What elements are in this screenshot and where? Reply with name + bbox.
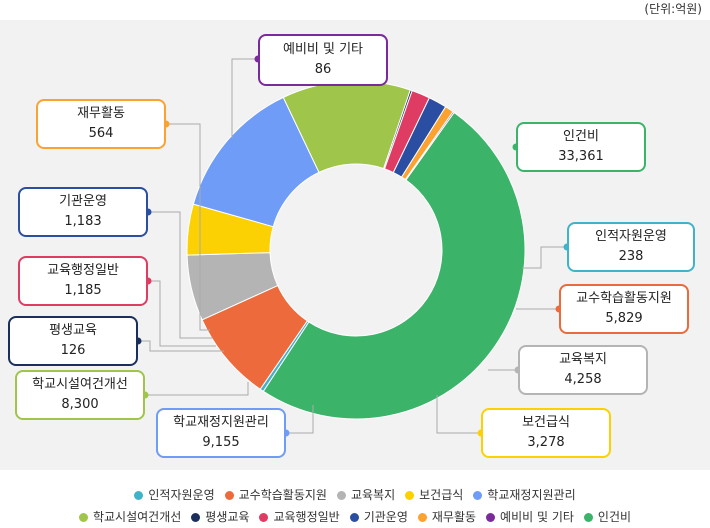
leader-line [166, 123, 210, 331]
callout-category-label: 교수학습활동지원 [576, 291, 672, 306]
legend-label: 학교재정지원관리 [487, 488, 576, 502]
legend-swatch [405, 490, 415, 500]
callout-category-label: 예비비 및 기타 [282, 42, 364, 57]
callout-category-label: 인적자원운영 [595, 229, 667, 244]
data-callout: 인적자원운영 238 [567, 222, 695, 272]
legend-label: 인적자원운영 [148, 488, 215, 502]
callout-value-label: 33,361 [558, 149, 604, 164]
leader-line [148, 211, 213, 339]
data-callout: 학교시설여건개선 8,300 [15, 370, 145, 420]
legend-label: 인건비 [597, 510, 632, 524]
data-callout: 교육행정일반 1,185 [18, 256, 148, 306]
data-callout: 기관운영 1,183 [18, 187, 148, 237]
leader-line [436, 395, 481, 434]
pie-slice [262, 111, 526, 420]
legend-label: 평생교육 [205, 510, 250, 524]
data-callout: 재무활동 564 [36, 99, 166, 149]
legend-item: 학교재정지원관리 [473, 484, 576, 506]
legend-swatch [191, 512, 201, 522]
donut-chart [134, 55, 571, 437]
callout-category-label: 기관운영 [59, 194, 107, 209]
legend-item: 인건비 [583, 506, 632, 528]
callout-value-label: 126 [60, 343, 86, 358]
legend-swatch [134, 490, 144, 500]
legend-item: 기관운영 [349, 506, 408, 528]
legend-item: 인적자원운영 [134, 484, 215, 506]
legend-item: 교수학습활동지원 [224, 484, 327, 506]
legend-swatch [224, 490, 234, 500]
callout-value-label: 564 [88, 126, 114, 141]
legend-label: 교육복지 [350, 488, 396, 502]
data-callout: 인건비 33,361 [516, 122, 646, 172]
callout-category-label: 학교재정지원관리 [173, 415, 269, 430]
legend-row: 학교시설여건개선 평생교육 교육행정일반 기관운영 재무활동 예비비 및 기타 인건비 [0, 506, 710, 528]
legend-label: 재무활동 [431, 510, 477, 524]
pie-slice [404, 110, 455, 181]
leader-line [286, 405, 314, 434]
leader-line [138, 340, 224, 352]
unit-label: (단위:억원) [644, 2, 702, 16]
legend-swatch [78, 512, 88, 522]
leader-line [231, 58, 258, 138]
callout-value-label: 8,300 [61, 397, 99, 412]
callout-category-label: 교육행정일반 [47, 263, 119, 278]
leader-line [522, 246, 567, 269]
legend-label: 교육행정일반 [273, 510, 340, 524]
legend-label: 보건급식 [419, 488, 464, 502]
callout-value-label: 3,278 [527, 435, 565, 450]
callout-category-label: 인건비 [563, 129, 599, 144]
legend-swatch [349, 512, 359, 522]
callout-category-label: 보건급식 [522, 415, 570, 430]
callout-value-label: 5,829 [605, 311, 643, 326]
callout-value-label: 4,258 [564, 372, 602, 387]
legend-item: 재무활동 [417, 506, 477, 528]
legend-item: 평생교육 [191, 506, 249, 528]
data-callout: 학교재정지원관리 9,155 [156, 408, 286, 458]
callout-value-label: 86 [314, 62, 332, 77]
legend-item: 교육행정일반 [259, 506, 340, 528]
callout-value-label: 1,185 [64, 283, 102, 298]
legend-label: 교수학습활동지원 [238, 488, 327, 502]
callout-category-label: 학교시설여건개선 [32, 377, 128, 392]
legend-row: 인적자원운영 교수학습활동지원 교육복지 보건급식 학교재정지원관리 [0, 484, 710, 506]
callout-value-label: 9,155 [202, 435, 240, 450]
legend-item: 보건급식 [405, 484, 463, 506]
legend-swatch [259, 512, 269, 522]
legend-item: 학교시설여건개선 [78, 506, 182, 528]
legend-swatch [473, 490, 483, 500]
data-callout: 예비비 및 기타 86 [258, 34, 388, 86]
callout-category-label: 교육복지 [559, 352, 607, 367]
legend-label: 예비비 및 기타 [500, 510, 574, 524]
leader-line [148, 280, 216, 347]
callout-value-label: 238 [618, 249, 644, 264]
legend-swatch [417, 512, 427, 522]
callout-category-label: 평생교육 [49, 323, 97, 338]
legend-swatch [583, 512, 593, 522]
legend-item: 예비비 및 기타 [486, 506, 574, 528]
legend-swatch [336, 490, 346, 500]
legend-swatch [486, 512, 496, 522]
legend-item: 교육복지 [336, 484, 396, 506]
data-callout: 교수학습활동지원 5,829 [559, 284, 689, 334]
data-callout: 보건급식 3,278 [481, 408, 611, 458]
callout-value-label: 1,183 [64, 214, 102, 229]
data-callout: 교육복지 4,258 [518, 345, 648, 395]
data-callout: 평생교육 126 [8, 316, 138, 366]
callout-category-label: 재무활동 [77, 106, 125, 121]
leader-line [145, 382, 249, 396]
legend-label: 기관운영 [363, 510, 408, 524]
legend-label: 학교시설여건개선 [92, 510, 182, 524]
